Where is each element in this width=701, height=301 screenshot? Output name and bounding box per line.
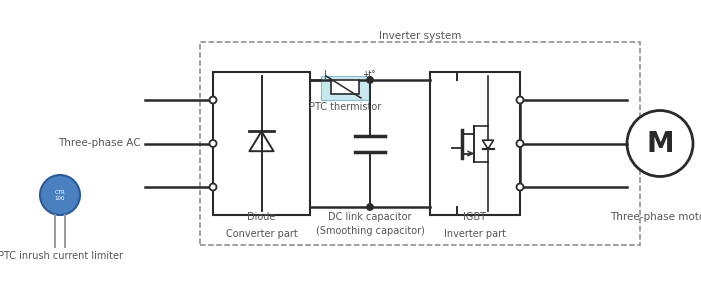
Bar	[430, 72, 520, 215]
Text: CTR: CTR	[55, 190, 65, 194]
Circle shape	[210, 184, 217, 191]
Circle shape	[40, 175, 80, 215]
Text: (Smoothing capacitor): (Smoothing capacitor)	[315, 226, 424, 236]
Text: DC link capacitor: DC link capacitor	[328, 212, 411, 222]
Bar	[321, 76, 369, 100]
Circle shape	[517, 97, 524, 104]
Bar	[331, 80, 359, 94]
Polygon shape	[250, 132, 273, 151]
Circle shape	[627, 110, 693, 176]
Text: Diode: Diode	[247, 212, 275, 222]
Text: Inverter part: Inverter part	[444, 229, 506, 239]
Circle shape	[517, 140, 524, 147]
Text: 100: 100	[55, 196, 65, 200]
Text: Inverter system: Inverter system	[379, 31, 461, 41]
Text: Three-phase AC: Three-phase AC	[58, 138, 141, 148]
Text: +t°: +t°	[362, 70, 375, 79]
Circle shape	[210, 140, 217, 147]
Text: PTC thermistor: PTC thermistor	[309, 102, 381, 112]
Bar	[200, 42, 640, 245]
Text: PTC inrush current limiter: PTC inrush current limiter	[0, 251, 123, 261]
Circle shape	[367, 204, 373, 210]
Text: |: |	[324, 70, 327, 79]
Circle shape	[367, 77, 373, 83]
Text: IGBT: IGBT	[463, 212, 486, 222]
Bar	[213, 72, 310, 215]
Polygon shape	[482, 140, 494, 149]
Text: Three-phase motor: Three-phase motor	[610, 212, 701, 222]
Circle shape	[517, 184, 524, 191]
Circle shape	[210, 97, 217, 104]
Text: Converter part: Converter part	[226, 229, 297, 239]
Text: M: M	[646, 129, 674, 157]
